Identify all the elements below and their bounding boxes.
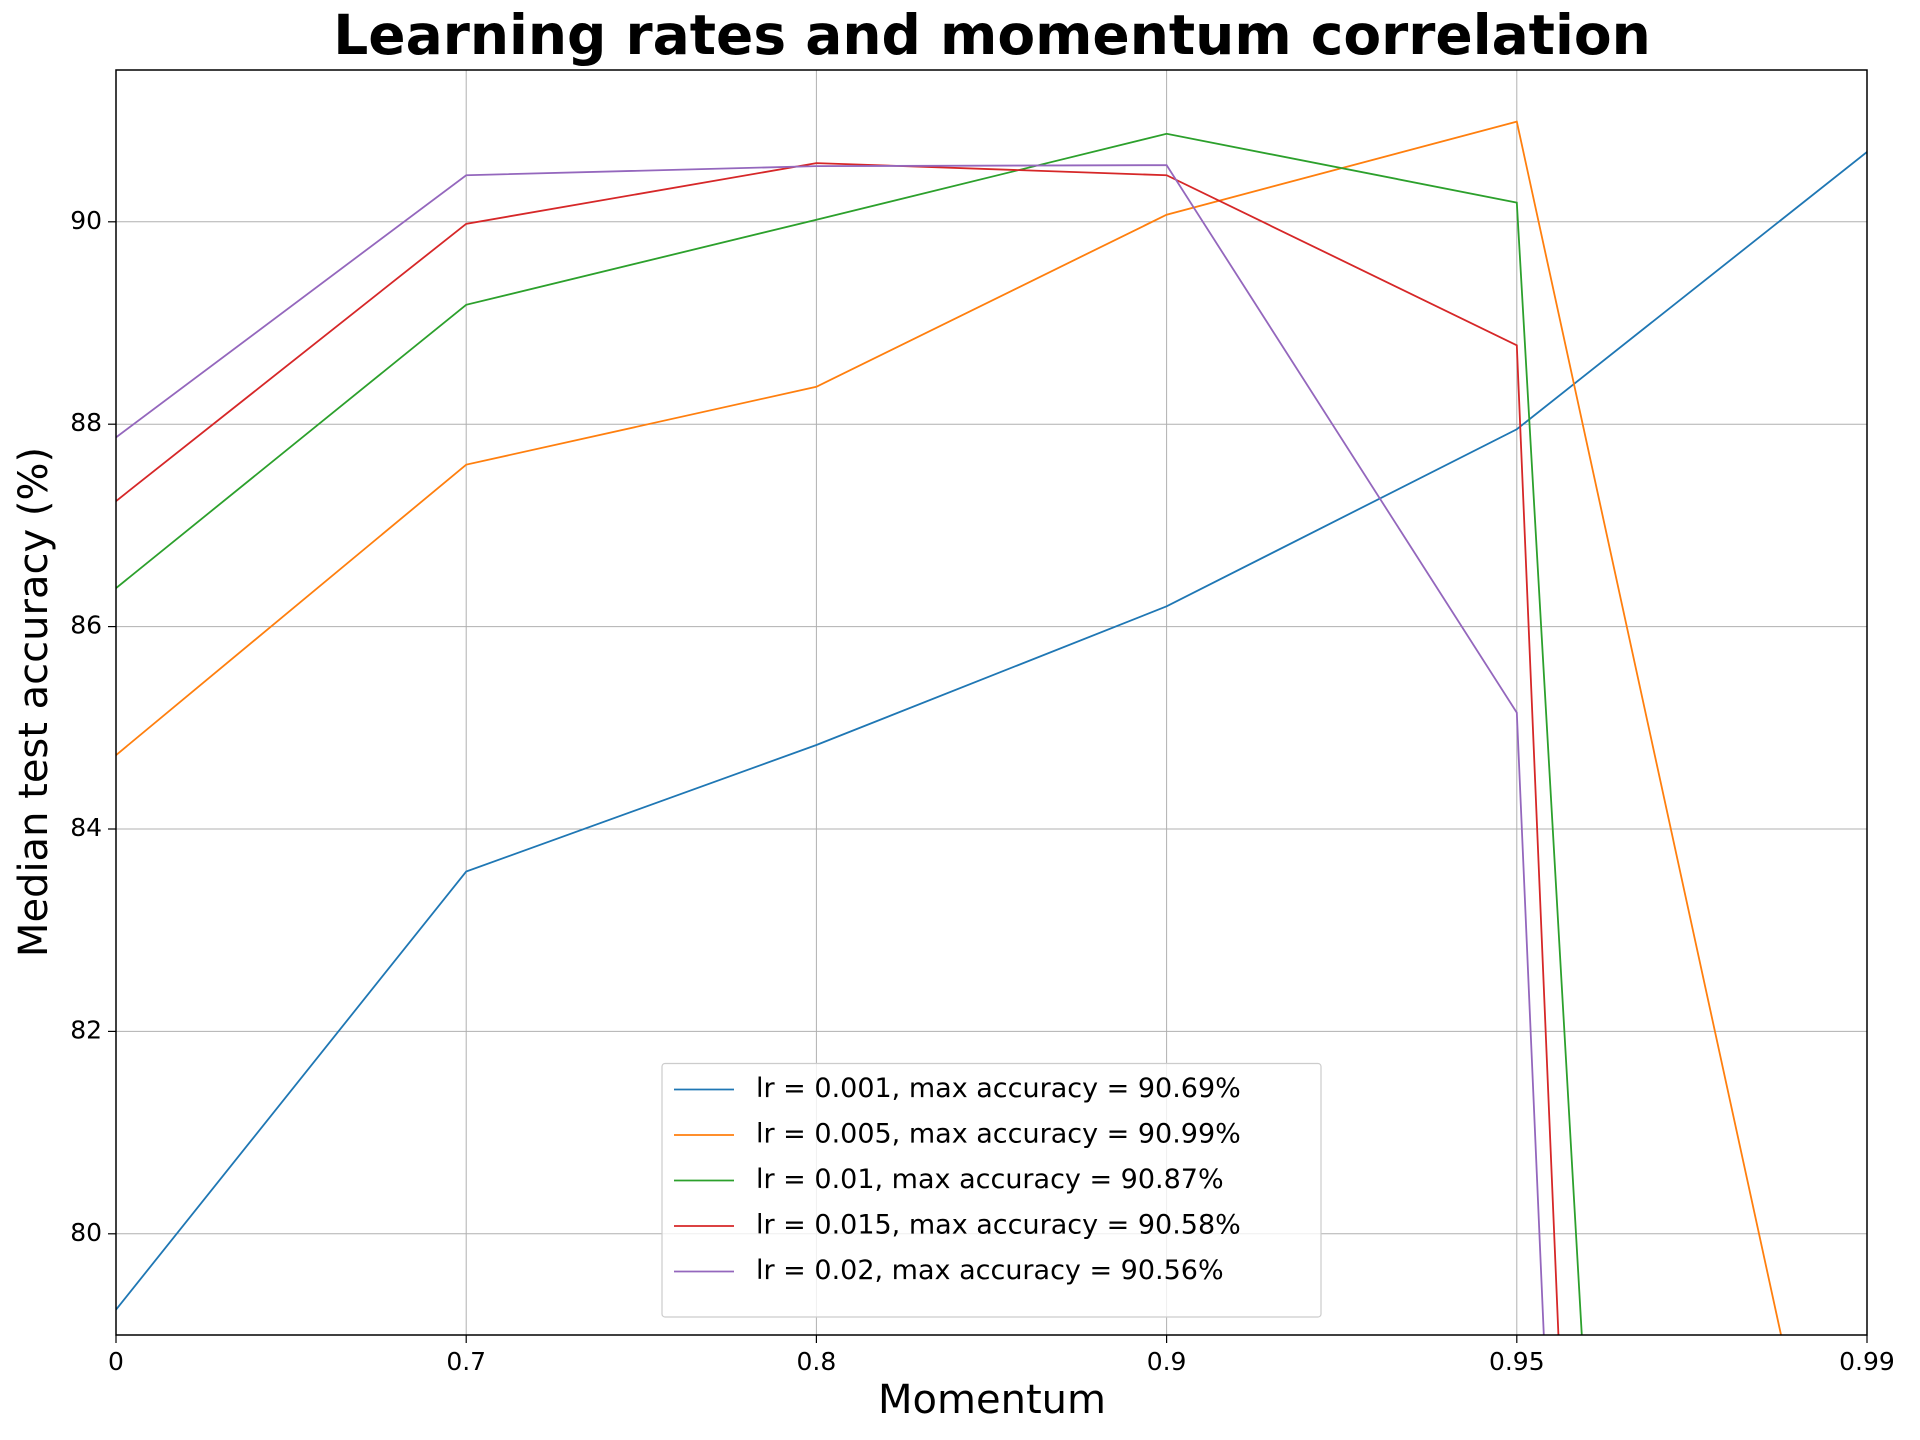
- y-axis-label: Median test accuracy (%): [11, 447, 57, 957]
- x-tick-label: 0.9: [1147, 1347, 1187, 1376]
- legend-label: lr = 0.015, max accuracy = 90.58%: [756, 1210, 1241, 1241]
- legend-label: lr = 0.01, max accuracy = 90.87%: [756, 1164, 1224, 1195]
- y-tick-label: 86: [70, 611, 102, 640]
- plot-frame: [115, 69, 1868, 1336]
- x-tick-label: 0.95: [1489, 1347, 1545, 1376]
- series-line: [116, 162, 1560, 1335]
- series-line: [116, 164, 1545, 1335]
- y-tick-label: 88: [70, 408, 102, 437]
- legend-label: lr = 0.005, max accuracy = 90.99%: [756, 1119, 1241, 1150]
- series-line: [116, 120, 1782, 1335]
- legend-label: lr = 0.02, max accuracy = 90.56%: [756, 1255, 1224, 1286]
- series-line: [116, 132, 1583, 1335]
- series-line: [116, 151, 1867, 1311]
- legend: lr = 0.001, max accuracy = 90.69% lr = 0.…: [661, 1062, 1322, 1318]
- legend-label: lr = 0.001, max accuracy = 90.69%: [756, 1073, 1241, 1104]
- legend-box: [661, 1062, 1322, 1318]
- y-tick-label: 90: [70, 206, 102, 235]
- y-tick-label: 82: [70, 1015, 102, 1044]
- x-tick-label: 0.99: [1839, 1347, 1895, 1376]
- x-axis-label: Momentum: [878, 1377, 1106, 1423]
- chart-title: Learning rates and momentum correlation: [333, 3, 1651, 67]
- x-tick-label: 0.7: [446, 1347, 486, 1376]
- x-tick-label: 0.8: [797, 1347, 837, 1376]
- y-tick-label: 84: [70, 813, 102, 842]
- lines: [116, 120, 1867, 1335]
- x-tick-label: 0: [108, 1347, 124, 1376]
- y-tick-label: 80: [70, 1218, 102, 1247]
